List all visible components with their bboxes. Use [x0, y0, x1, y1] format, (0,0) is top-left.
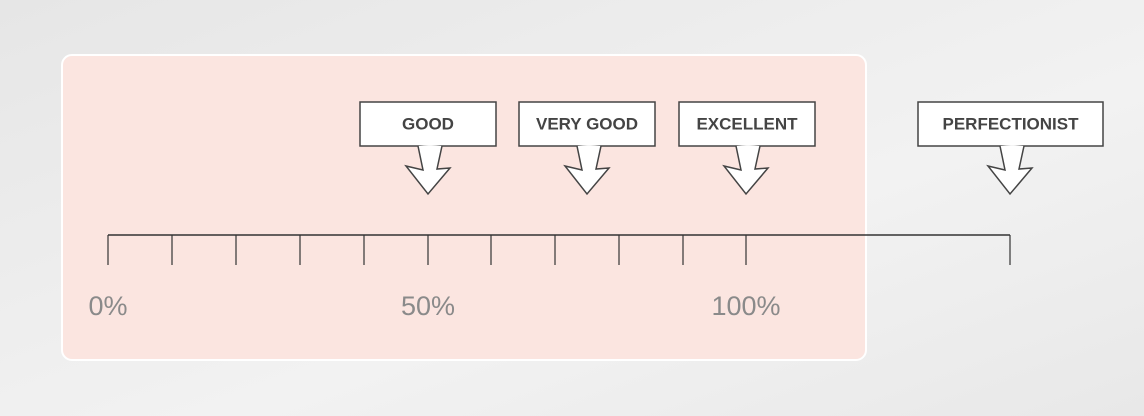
marker: PERFECTIONIST [917, 101, 1104, 196]
marker: GOOD [359, 101, 497, 196]
marker-arrow [986, 145, 1034, 196]
marker-box [359, 101, 497, 147]
highlight-zone [61, 54, 867, 361]
marker: EXCELLENT [678, 101, 816, 196]
marker-arrow [404, 145, 452, 196]
marker-box [678, 101, 816, 147]
scale-label: 50% [401, 291, 455, 321]
marker-arrow [563, 145, 611, 196]
marker-label: GOOD [402, 114, 454, 133]
marker-box [518, 101, 656, 147]
marker-arrow [722, 145, 770, 196]
marker-box [917, 101, 1104, 147]
marker-label: VERY GOOD [536, 114, 638, 133]
marker: VERY GOOD [518, 101, 656, 196]
scale-label: 0% [88, 291, 127, 321]
marker-label: EXCELLENT [696, 114, 798, 133]
marker-label: PERFECTIONIST [942, 114, 1079, 133]
scale-label: 100% [711, 291, 780, 321]
